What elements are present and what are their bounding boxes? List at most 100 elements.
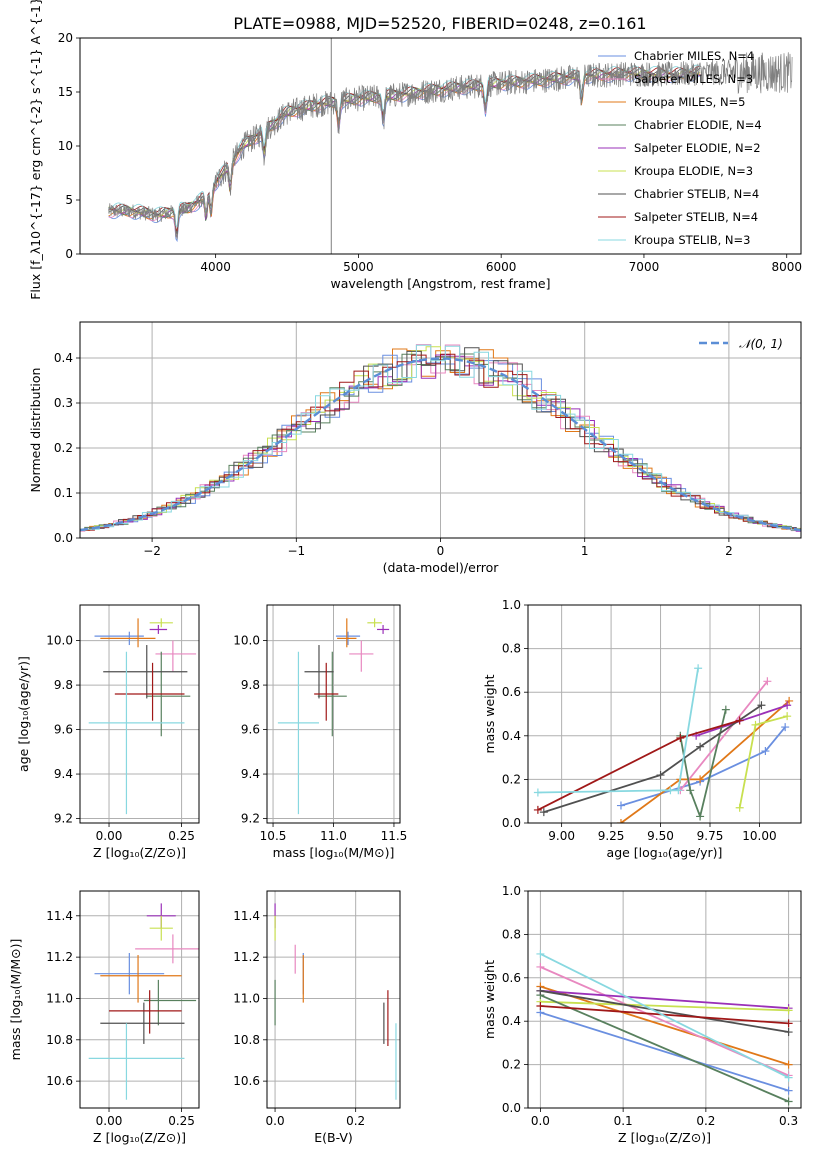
axes-residuals: −2 −1 0 1 2 0.0 0.1 0.2 0.3 0.4 (data-model)/error… [28, 321, 802, 575]
x-tick-label: 2 [725, 544, 733, 558]
y-tick-label: 10.0 [233, 634, 260, 648]
x-axis-label: Z [log₁₀(Z/Z⊙)] [618, 1130, 711, 1145]
weight-series-line [537, 719, 740, 811]
weight-series-line [679, 709, 727, 820]
weight-marker [784, 1073, 793, 1082]
x-tick-label: 0.25 [168, 1114, 195, 1128]
y-tick-label: 0.0 [54, 531, 73, 545]
y-axis-label: mass [log₁₀(M/M⊙)] [8, 939, 23, 1061]
weight-marker [757, 701, 766, 710]
y-tick-label: 10.8 [233, 1033, 260, 1047]
x-tick-label: 10.5 [260, 829, 287, 843]
y-tick-label: 0.1 [54, 486, 73, 500]
axes-frame [527, 604, 802, 824]
axes-spectrum: 4000 5000 6000 7000 8000 0 5 10 15 20 wavelength [… [28, 0, 802, 300]
errorbar-point [88, 1023, 185, 1100]
x-tick-label: 0 [437, 544, 445, 558]
weight-marker [784, 1086, 793, 1095]
y-tick-label: 9.8 [54, 678, 73, 692]
x-tick-label: 10.00 [742, 829, 776, 843]
y-tick-label: 11.4 [46, 909, 73, 923]
y-tick-label: 9.6 [54, 723, 73, 737]
x-tick-label: 9.25 [598, 829, 625, 843]
y-tick-label: 0 [65, 247, 73, 261]
weight-marker [656, 771, 665, 780]
legend-label: Chabrier MILES, N=4 [634, 49, 754, 63]
weight-series-line [679, 680, 769, 791]
weight-marker [694, 664, 703, 673]
y-tick-label: 0.8 [502, 642, 521, 656]
y-tick-label: 11.2 [233, 950, 260, 964]
x-tick-label: 9.50 [647, 829, 674, 843]
spectrum-legend: Chabrier MILES, N=4 Salpeter MILES, N=3 Kr… [598, 49, 762, 247]
axes-age_vs_mass: 10.5 11.0 11.5 9.2 9.4 9.6 9.8 10.0 mass [log₁₀(… [233, 604, 408, 860]
weight-series-line [540, 989, 789, 1010]
weight-marker [536, 1002, 545, 1011]
weight-series-line [620, 700, 790, 823]
y-tick-label: 5 [65, 193, 73, 207]
x-tick-label: 9.00 [548, 829, 575, 843]
y-tick-label: 1.0 [502, 884, 521, 898]
y-tick-label: 0.4 [502, 1014, 521, 1028]
weight-series-line [540, 1005, 789, 1025]
y-tick-label: 0.2 [54, 441, 73, 455]
weight-marker [784, 1019, 793, 1028]
axes-frame [79, 37, 802, 255]
spectrum-model-line [108, 75, 701, 243]
weight-series-line [540, 1000, 789, 1012]
errorbar-point [314, 662, 339, 721]
weight-marker [533, 788, 542, 797]
axes-weight_vs_Z: 0.0 0.1 0.2 0.3 0.0 0.2 0.4 0.6 0.8 1.0 Z [log₁₀(Z… [482, 884, 802, 1145]
y-tick-label: 0.0 [502, 816, 521, 830]
weight-marker [539, 808, 548, 817]
weight-marker [784, 1028, 793, 1037]
legend-label: Kroupa STELIB, N=3 [634, 233, 751, 247]
x-axis-label: Z [log₁₀(Z/Z⊙)] [93, 845, 186, 860]
weight-marker [616, 801, 625, 810]
weight-marker [781, 723, 790, 732]
y-tick-label: 9.6 [241, 723, 260, 737]
errorbar-point [349, 640, 374, 672]
x-tick-label: 0.0 [266, 1114, 285, 1128]
axes-frame [79, 321, 802, 539]
legend-label: Salpeter MILES, N=3 [634, 72, 753, 86]
weight-marker [696, 775, 705, 784]
weight-marker [533, 805, 542, 814]
weight-marker [674, 786, 683, 795]
x-tick-label: 0.2 [696, 1114, 715, 1128]
weight-marker [784, 1097, 793, 1106]
errorbar-point [155, 640, 197, 672]
plot-area-age_vs_mass [277, 618, 390, 815]
gaussian-reference-line [80, 357, 801, 532]
x-axis-label: E(B-V) [314, 1130, 353, 1145]
x-tick-label: 0.00 [96, 1114, 123, 1128]
x-tick-label: 4000 [200, 260, 231, 274]
axes-frame [266, 604, 401, 824]
legend-label: Chabrier ELODIE, N=4 [634, 118, 762, 132]
y-tick-label: 10.6 [233, 1074, 260, 1088]
plot-area-weight_vs_age [533, 664, 794, 823]
axes-frame [79, 604, 200, 824]
x-tick-label: −1 [287, 544, 305, 558]
x-tick-label: 0.2 [346, 1114, 365, 1128]
weight-marker [536, 986, 545, 995]
weight-marker [763, 677, 772, 686]
weight-marker [696, 812, 705, 821]
errorbar-point [100, 618, 156, 648]
weight-marker [783, 701, 792, 710]
weight-series-line [540, 985, 789, 1066]
y-tick-label: 11.2 [46, 950, 73, 964]
y-tick-label: 0.4 [502, 729, 521, 743]
axes-frame [266, 890, 401, 1109]
y-tick-label: 11.0 [233, 991, 260, 1005]
weight-marker [721, 705, 730, 714]
weight-series-line [540, 1011, 789, 1092]
y-tick-label: 0.8 [502, 927, 521, 941]
x-tick-label: 11.5 [381, 829, 408, 843]
errorbar-point [337, 618, 357, 648]
weight-series-line [620, 726, 786, 807]
errorbar-point [149, 618, 173, 628]
weight-marker [783, 712, 792, 721]
x-tick-label: 0.1 [614, 1114, 633, 1128]
